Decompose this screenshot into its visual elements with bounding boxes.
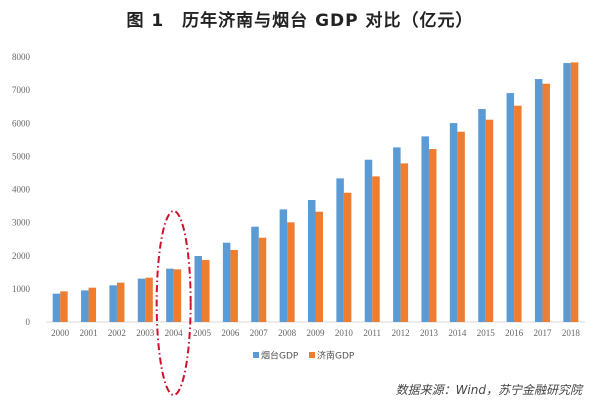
chart-title: 图 1 历年济南与烟台 GDP 对比（亿元） [126, 11, 474, 31]
x-tick-label: 2013 [420, 328, 439, 338]
x-tick-label: 2003 [136, 328, 155, 338]
x-tick-label: 2011 [363, 328, 381, 338]
x-tick-label: 2005 [193, 328, 212, 338]
bar-yantai-2015 [478, 109, 486, 323]
y-tick-label: 3000 [12, 218, 31, 228]
x-tick-label: 2008 [278, 328, 297, 338]
y-tick-label: 2000 [12, 251, 31, 261]
bar-yantai-2006 [222, 242, 231, 322]
bar-jinan-2010 [343, 192, 352, 322]
bar-jinan-2014 [457, 131, 465, 322]
bar-yantai-2005 [194, 256, 203, 322]
bar-yantai-2004 [166, 268, 174, 322]
bar-yantai-2018 [563, 63, 571, 322]
x-tick-label: 2012 [392, 328, 410, 338]
bar-jinan-2007 [258, 237, 267, 322]
y-tick-label: 4000 [12, 185, 31, 195]
x-tick-label: 2000 [51, 328, 70, 338]
legend-label: 烟台GDP [261, 350, 299, 362]
x-tick-label: 2009 [307, 328, 326, 338]
bar-jinan-2000 [60, 291, 68, 322]
bar-jinan-2015 [485, 119, 494, 322]
bar-jinan-2009 [315, 211, 323, 322]
bar-yantai-2008 [279, 209, 288, 322]
y-tick-label: 6000 [12, 118, 31, 128]
x-tick-label: 2017 [533, 328, 552, 338]
bar-yantai-2013 [421, 136, 429, 322]
y-tick-label: 5000 [12, 151, 31, 161]
bar-yantai-2007 [251, 226, 259, 322]
y-tick-label: 1000 [12, 284, 31, 294]
x-tick-label: 2016 [505, 328, 524, 338]
bar-yantai-2002 [109, 285, 117, 322]
bar-yantai-2011 [364, 159, 373, 322]
bar-jinan-2008 [287, 222, 295, 322]
legend-label: 济南GDP [317, 350, 355, 362]
highlight-ellipse [155, 210, 192, 396]
bar-yantai-2017 [534, 79, 543, 322]
bar-jinan-2016 [514, 105, 522, 323]
x-tick-label: 2006 [221, 328, 240, 338]
x-tick-label: 2014 [448, 328, 467, 338]
bar-yantai-2003 [137, 278, 146, 322]
bar-yantai-2010 [336, 178, 344, 322]
bar-yantai-2000 [52, 293, 61, 322]
bar-jinan-2005 [202, 260, 210, 322]
legend-swatch [309, 352, 315, 358]
bar-jinan-2013 [428, 149, 437, 322]
bar-jinan-2003 [145, 277, 153, 322]
source-note: 数据来源：Wind，苏宁金融研究院 [395, 383, 582, 397]
legend-swatch [253, 352, 259, 358]
bar-jinan-2006 [230, 250, 238, 322]
y-tick-label: 0 [26, 317, 31, 327]
x-tick-label: 2018 [562, 328, 581, 338]
bar-jinan-2001 [88, 287, 97, 322]
bar-jinan-2002 [116, 282, 125, 322]
x-tick-label: 2002 [108, 328, 126, 338]
bar-jinan-2011 [372, 176, 380, 322]
x-tick-label: 2010 [335, 328, 354, 338]
bar-jinan-2018 [570, 62, 579, 322]
x-tick-label: 2004 [165, 328, 184, 338]
bar-yantai-2001 [81, 290, 89, 322]
x-tick-label: 2001 [80, 328, 98, 338]
bar-yantai-2014 [449, 123, 458, 323]
y-tick-label: 8000 [12, 52, 31, 62]
y-tick-label: 7000 [12, 85, 31, 95]
bar-yantai-2009 [308, 200, 316, 322]
bar-yantai-2016 [506, 93, 515, 323]
bar-yantai-2012 [393, 147, 401, 322]
bar-jinan-2004 [173, 269, 182, 322]
bar-jinan-2017 [542, 83, 550, 322]
x-tick-label: 2007 [250, 328, 269, 338]
bar-jinan-2012 [400, 163, 409, 322]
x-tick-label: 2015 [477, 328, 496, 338]
